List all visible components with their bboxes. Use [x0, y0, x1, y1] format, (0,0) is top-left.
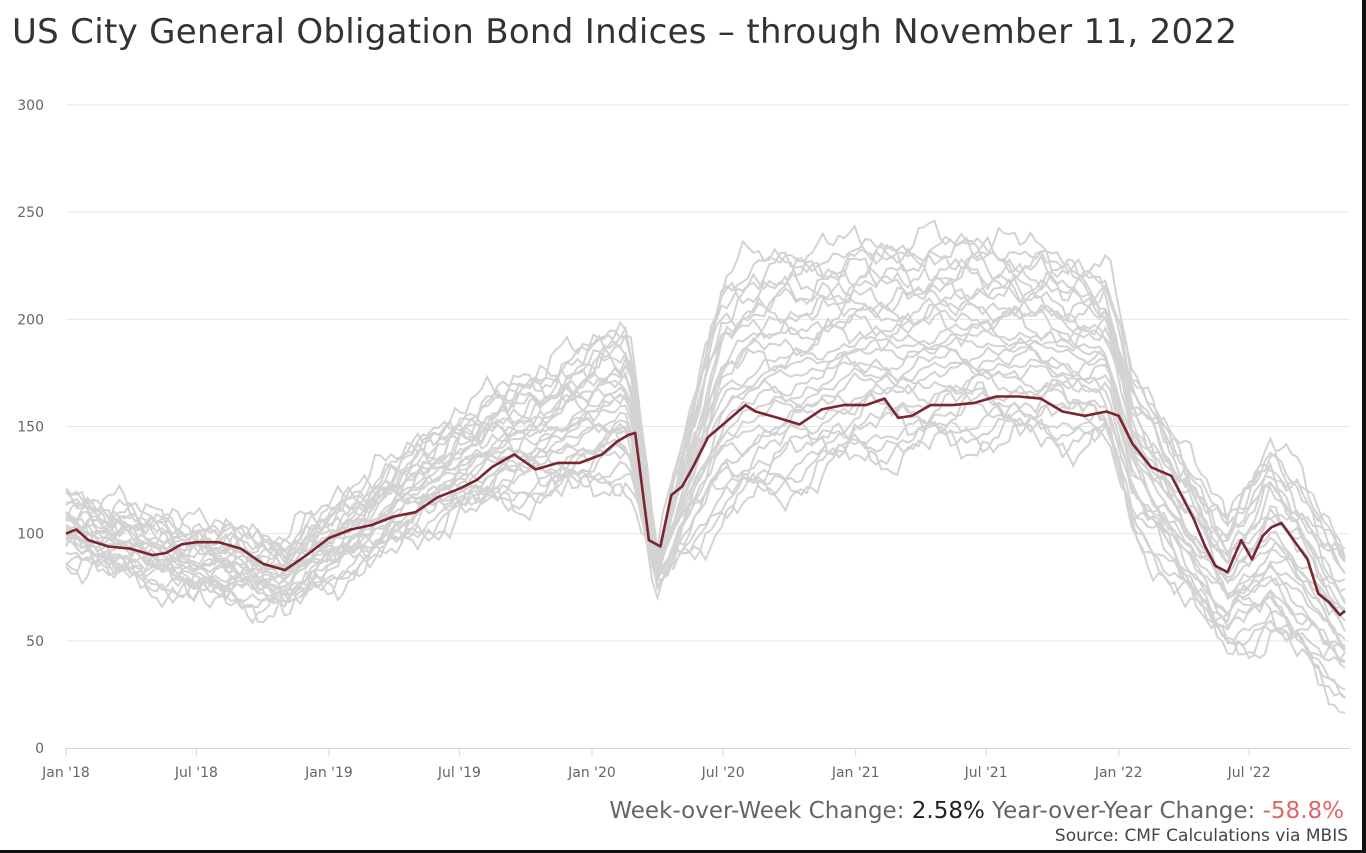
- background-series-line: [65, 302, 1346, 602]
- change-summary: Week-over-Week Change: 2.58% Year-over-Y…: [609, 798, 1344, 824]
- chart-title: US City General Obligation Bond Indices …: [12, 12, 1238, 52]
- x-tick-label: Jan '19: [304, 765, 353, 781]
- background-series-line: [65, 408, 1346, 691]
- y-tick-label: 300: [17, 98, 44, 114]
- y-tick-label: 100: [17, 527, 44, 543]
- y-tick-label: 200: [17, 312, 44, 328]
- window-edge-bottom: [0, 850, 1366, 853]
- x-tick-label: Jan '21: [831, 765, 880, 781]
- y-tick-label: 0: [35, 741, 44, 757]
- x-tick-label: Jul '22: [1227, 765, 1271, 781]
- y-tick-label: 250: [17, 205, 44, 221]
- x-tick-label: Jul '20: [701, 765, 745, 781]
- x-tick-label: Jan '20: [567, 765, 616, 781]
- background-series-layer: [65, 219, 1346, 714]
- y-axis: 0 50 100 150 200 250 300: [17, 98, 44, 757]
- x-tick-label: Jul '19: [437, 765, 481, 781]
- y-tick-label: 150: [17, 420, 44, 436]
- background-series-line: [65, 249, 1346, 575]
- x-axis: Jan '18 Jul '18 Jan '19 Jul '19 Jan '20 Jul '…: [41, 748, 1350, 781]
- yoy-label: Year-over-Year Change:: [992, 798, 1256, 824]
- window-edge-right: [1362, 0, 1366, 853]
- yoy-value: -58.8%: [1262, 798, 1344, 824]
- x-tick-label: Jan '18: [41, 765, 90, 781]
- background-series-line: [65, 219, 1346, 563]
- y-tick-label: 50: [26, 634, 44, 650]
- wow-label: Week-over-Week Change:: [609, 798, 905, 824]
- highlight-series-layer: [65, 395, 1346, 617]
- source-note: Source: CMF Calculations via MBIS: [1054, 826, 1348, 846]
- x-tick-label: Jan '22: [1094, 765, 1143, 781]
- x-tick-label: Jul '21: [964, 765, 1008, 781]
- background-series-line: [65, 344, 1346, 651]
- highlight-series-line: [65, 395, 1346, 617]
- background-series-line: [65, 235, 1346, 565]
- x-tick-label: Jul '18: [174, 765, 218, 781]
- wow-value: 2.58%: [911, 798, 985, 824]
